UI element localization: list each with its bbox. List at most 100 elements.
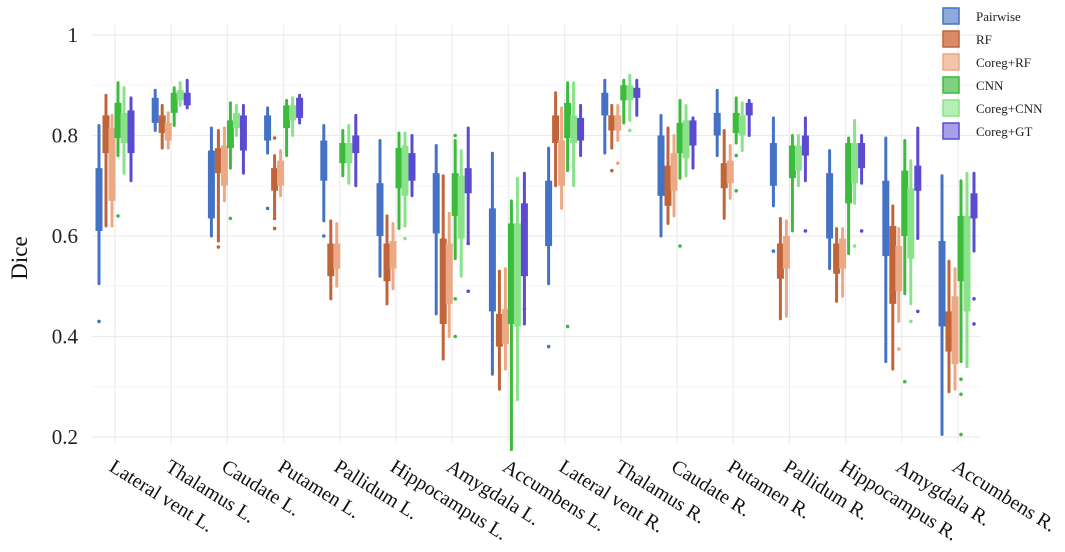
box <box>895 246 903 292</box>
box <box>657 135 665 196</box>
box <box>782 236 790 269</box>
outlier-point <box>972 297 976 301</box>
outlier-point <box>859 229 864 233</box>
outlier-point <box>522 307 527 311</box>
box <box>389 241 397 269</box>
y-axis-ticks: 0.2 0.4 0.6 0.8 1 <box>52 23 79 449</box>
box <box>520 203 528 277</box>
box <box>170 92 178 113</box>
outlier-point <box>565 324 570 329</box>
legend-label: CNN <box>976 78 1004 93</box>
box <box>851 143 859 184</box>
box <box>320 140 328 181</box>
legend-label: Coreg+RF <box>976 55 1031 70</box>
x-axis-category-labels: Lateral vent L.Thalamus L.Caudate L.Puta… <box>105 456 1060 546</box>
grid-lines <box>92 24 980 443</box>
box <box>214 148 222 174</box>
box <box>95 168 103 231</box>
box <box>938 241 946 327</box>
box <box>963 215 971 312</box>
box <box>271 168 279 191</box>
legend-label: Coreg+GT <box>976 124 1032 139</box>
box <box>127 110 135 154</box>
box <box>488 208 496 312</box>
box <box>670 153 678 191</box>
box <box>339 143 347 164</box>
box <box>120 112 128 144</box>
outlier-point <box>628 128 632 133</box>
outlier-point <box>610 168 614 173</box>
box <box>957 215 965 282</box>
legend-swatch <box>942 99 960 117</box>
box <box>376 183 384 236</box>
box <box>151 97 159 123</box>
box <box>283 105 291 128</box>
box <box>513 223 521 327</box>
box <box>264 115 272 141</box>
box <box>220 145 228 186</box>
box <box>732 112 740 133</box>
box <box>769 143 777 186</box>
box <box>945 311 953 352</box>
box <box>333 243 341 269</box>
box <box>901 170 909 236</box>
box <box>383 243 391 282</box>
box <box>176 90 184 101</box>
box <box>183 92 191 106</box>
box <box>682 120 690 159</box>
outlier-point <box>466 289 471 294</box>
outlier-point <box>272 136 277 140</box>
outlier-point <box>453 297 458 301</box>
outlier-point <box>97 319 101 324</box>
legend: Pairwise RF Coreg+RF CNN Coreg+CNN Coreg+GT <box>942 7 1043 140</box>
outlier-point <box>803 229 808 233</box>
outlier-point <box>959 392 963 397</box>
box <box>457 175 465 239</box>
outlier-point <box>972 322 976 326</box>
box <box>845 143 853 204</box>
box <box>207 150 215 219</box>
box <box>664 165 672 206</box>
box <box>601 92 609 116</box>
legend-swatch <box>942 30 960 48</box>
outlier-point <box>852 244 857 248</box>
box <box>788 145 796 179</box>
box <box>713 112 721 136</box>
y-tick-label: 1 <box>68 23 79 47</box>
box <box>232 112 240 128</box>
outlier-point <box>959 377 963 382</box>
box <box>608 115 616 131</box>
outlier-point <box>616 161 620 165</box>
outlier-point <box>272 226 277 231</box>
box <box>745 102 753 116</box>
outlier-point <box>272 216 277 221</box>
outlier-point <box>466 241 471 246</box>
outlier-point <box>909 319 913 324</box>
y-tick-label: 0.2 <box>52 425 78 449</box>
legend-label: Coreg+CNN <box>976 101 1043 116</box>
box <box>951 296 959 365</box>
box <box>451 173 459 216</box>
box <box>108 127 116 201</box>
y-tick-label: 0.8 <box>52 124 78 148</box>
box <box>626 85 634 101</box>
box <box>507 223 515 324</box>
box <box>158 115 166 133</box>
box <box>439 238 447 324</box>
box <box>296 97 304 118</box>
box <box>889 225 897 304</box>
legend-label: RF <box>976 32 992 47</box>
y-axis-label: Dice <box>7 236 32 279</box>
box <box>726 160 734 184</box>
box <box>345 143 353 164</box>
y-tick-label: 0.4 <box>52 325 79 349</box>
box <box>882 180 890 257</box>
outlier-point <box>228 216 233 221</box>
outlier-point <box>903 379 907 384</box>
outlier-point <box>265 206 270 211</box>
box <box>289 105 297 121</box>
box <box>395 148 403 189</box>
legend-swatch <box>942 76 960 94</box>
box <box>833 243 841 274</box>
